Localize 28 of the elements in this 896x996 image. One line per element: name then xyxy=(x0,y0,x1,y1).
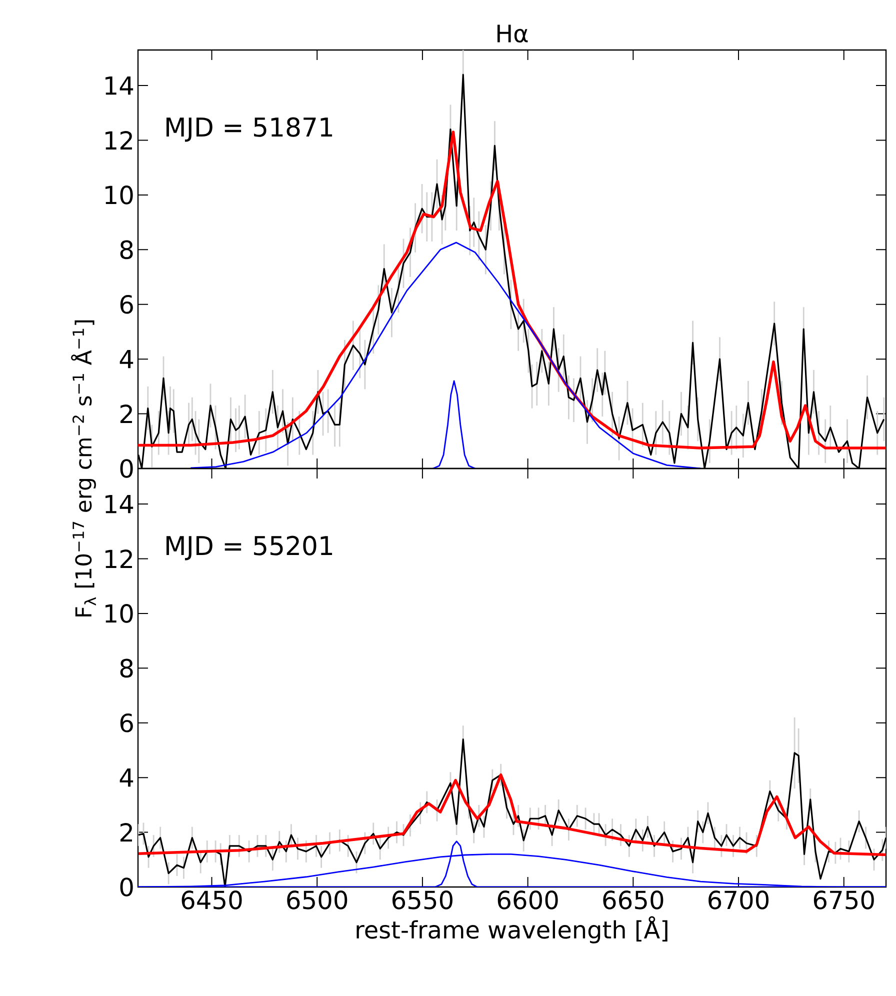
x-tick-label: 6700 xyxy=(708,890,769,910)
chart-title: Hα xyxy=(497,24,528,42)
y-tick-label: 6 xyxy=(120,713,133,732)
y-tick-label: 2 xyxy=(120,823,132,842)
y-tick-label: 8 xyxy=(120,658,133,678)
y-tick-label: 14 xyxy=(106,76,134,95)
annotation: MJD = 55201 xyxy=(166,536,332,560)
x-axis-title: rest-frame wavelength [Å] xyxy=(356,916,668,944)
y-tick-label: 0 xyxy=(120,878,133,896)
y-tick-label: 6 xyxy=(120,294,133,314)
y-tick-label: 14 xyxy=(106,494,134,514)
x-tick-label: 6500 xyxy=(287,890,348,910)
y-tick-label: 4 xyxy=(120,350,134,368)
text: F$_{λ}$ [10$^{−17}$ erg cm$^{−2}$ s$^{−1}$ Å$^{−1}$] xyxy=(71,320,96,616)
x-tick-label: 6650 xyxy=(603,890,664,910)
x-tick-label: 6550 xyxy=(392,890,452,910)
y-tick-label: 4 xyxy=(120,768,134,787)
y-tick-label: 0 xyxy=(120,459,133,478)
x-tick-label: 6600 xyxy=(498,890,558,910)
x-tick-label: 6750 xyxy=(814,890,874,910)
y-tick-label: 8 xyxy=(120,240,133,260)
y-tick-label: 10 xyxy=(106,604,133,623)
y-tick-label: 12 xyxy=(106,131,132,150)
y-tick-label: 2 xyxy=(120,404,132,424)
y-tick-label: 10 xyxy=(106,186,133,204)
x-tick-label: 6450 xyxy=(182,890,242,910)
annotation: MJD = 51871 xyxy=(166,117,332,142)
y-tick-label: 12 xyxy=(106,550,132,568)
